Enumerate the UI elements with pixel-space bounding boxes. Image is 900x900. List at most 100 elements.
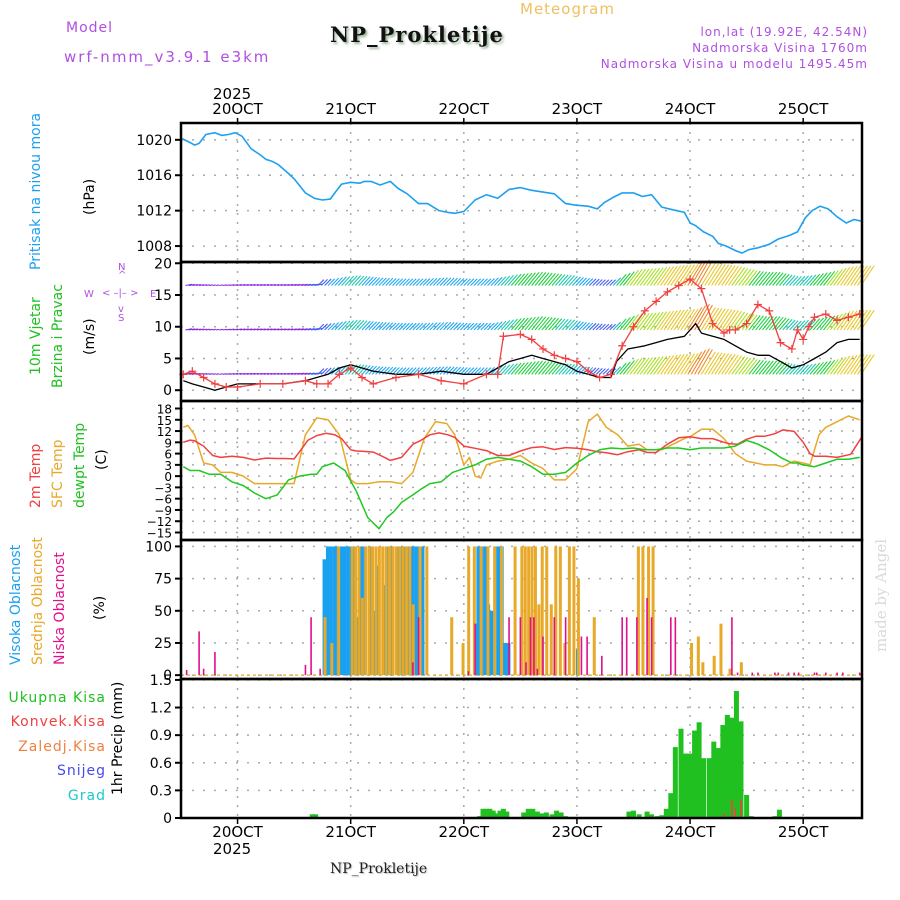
wind-arrow <box>646 312 661 331</box>
wind-gust-marker <box>199 373 208 382</box>
cloud-mid-bar <box>527 546 531 676</box>
wind-arrow <box>277 283 283 287</box>
wind-arrow <box>809 273 821 286</box>
wind-arrow <box>758 360 771 375</box>
wind-arrow <box>327 322 336 331</box>
cloud-mid-bar <box>350 546 354 676</box>
ytick-label-temperature: 6 <box>164 448 172 462</box>
legend-snow: Snijeg <box>56 763 106 780</box>
ytick-label-pressure: 1016 <box>136 168 172 184</box>
wind-arrow <box>297 372 304 375</box>
wind-arrow <box>497 365 507 375</box>
wind-arrow <box>483 367 492 375</box>
wind-arrow <box>436 277 445 286</box>
wind-arrow <box>717 353 733 375</box>
wind-arrow <box>704 263 720 286</box>
wind-arrow <box>463 367 471 375</box>
wind-gust-marker <box>584 367 593 376</box>
precip-total-bar <box>534 811 540 818</box>
wind-arrow <box>711 308 726 331</box>
wind-arrow <box>772 316 784 331</box>
wind-arrow <box>256 283 263 287</box>
wind-gust-marker <box>686 275 695 284</box>
wind-arrow <box>354 275 365 286</box>
wind-arrow <box>660 355 675 375</box>
wind-arrow <box>853 309 868 331</box>
wind-arrow <box>616 318 627 331</box>
wind-arrow <box>538 272 550 286</box>
wind-arrow <box>348 319 358 331</box>
wind-arrow <box>639 268 654 286</box>
xtick-label-top: 24OCT <box>665 100 716 118</box>
wind-arrow <box>300 283 308 287</box>
wind-arrow <box>453 277 462 286</box>
precip-total-bar <box>483 808 489 818</box>
wind-arrow <box>497 320 507 331</box>
wind-arrow <box>419 322 427 331</box>
cloud-high-bar <box>346 546 350 676</box>
precip-total-bar <box>490 810 496 818</box>
wind-arrow <box>226 328 231 331</box>
wind-gust-marker <box>493 370 502 379</box>
cloud-mid-bar <box>411 604 415 676</box>
wind-arrow <box>558 274 569 286</box>
wind-arrow <box>381 322 390 331</box>
wind-arrow <box>260 328 266 331</box>
wind-arrow <box>585 278 594 286</box>
wind-arrow <box>273 283 280 287</box>
wind-arrow <box>463 322 471 331</box>
cloud-low-bar <box>636 617 638 676</box>
wind-arrow <box>368 365 377 375</box>
wind-arrow <box>572 365 581 375</box>
wind-arrow <box>527 360 540 375</box>
wind-arrow <box>514 317 526 331</box>
cloud-low-bar <box>621 617 623 676</box>
wind-arrow <box>602 279 610 286</box>
wind-gust-marker <box>499 332 508 341</box>
wind-arrow <box>378 277 387 286</box>
wind-arrow <box>670 265 685 286</box>
wind-arrow <box>270 372 276 375</box>
cloud-low-bar <box>202 668 205 676</box>
wind-arrow <box>398 322 407 331</box>
wind-gust-marker <box>674 281 683 290</box>
wind-arrow <box>728 266 742 286</box>
wind-arrow <box>816 316 828 331</box>
wind-arrow <box>273 328 280 331</box>
wind-arrow <box>575 321 584 331</box>
wind-arrow <box>534 360 547 375</box>
wind-arrow <box>826 358 839 375</box>
wind-arrow <box>202 328 207 331</box>
ytick-label-temperature: 3 <box>164 459 172 473</box>
wind-arrow <box>619 361 631 375</box>
cloud-mid-bar <box>641 546 645 676</box>
wind-arrow <box>639 357 654 375</box>
ytick-label-temperature: −12 <box>147 515 172 529</box>
wind-arrow <box>751 271 764 286</box>
ytick-label-temperature: 12 <box>157 425 172 439</box>
cloud-high-bar <box>322 559 327 676</box>
panel-frame-pressure <box>179 121 864 264</box>
cloud-low-bar <box>777 672 780 676</box>
wind-arrow <box>354 320 365 331</box>
cloud-mid-bar <box>360 597 364 676</box>
wind-gust-marker <box>708 319 717 328</box>
wind-arrow <box>738 268 752 286</box>
wind-arrow <box>243 372 249 375</box>
wind-arrow <box>381 277 390 286</box>
precip-total-bar <box>776 809 782 818</box>
wind-arrow <box>402 367 410 375</box>
cloud-low-bar <box>519 617 522 676</box>
wind-arrow <box>663 354 678 375</box>
compass-n: N <box>118 262 126 273</box>
cloud-low-bar <box>797 672 800 676</box>
ytick-label-precip: 0.3 <box>150 783 172 799</box>
wind-arrow <box>734 268 749 286</box>
wind-arrow <box>449 277 458 286</box>
wind-arrow <box>565 275 575 286</box>
wind-arrow <box>287 328 294 331</box>
wind-arrow <box>721 265 736 286</box>
wind-arrow <box>260 372 266 375</box>
precip-total-bar <box>733 690 739 818</box>
precip-total-bar <box>487 808 493 818</box>
